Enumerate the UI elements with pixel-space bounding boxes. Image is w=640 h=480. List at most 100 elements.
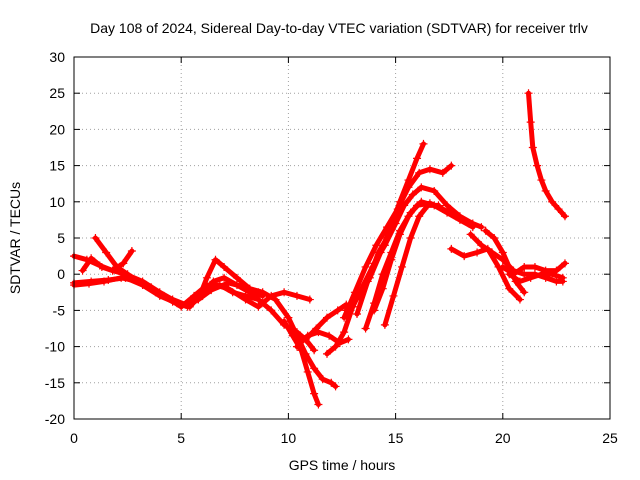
data-point xyxy=(344,335,353,344)
plot-area xyxy=(70,89,569,409)
y-tick-label: 15 xyxy=(49,158,65,174)
data-point xyxy=(363,277,372,286)
series-line xyxy=(80,248,135,274)
data-point xyxy=(391,219,400,228)
data-point xyxy=(127,247,136,256)
data-point xyxy=(211,255,220,264)
data-point xyxy=(520,270,529,279)
data-point xyxy=(438,205,447,214)
data-point xyxy=(280,288,289,297)
series-line xyxy=(483,228,527,295)
x-tick-label: 15 xyxy=(388,430,404,446)
data-point xyxy=(451,212,460,221)
y-tick-label: 25 xyxy=(49,85,65,101)
data-point xyxy=(245,284,254,293)
data-point xyxy=(483,244,492,253)
data-point xyxy=(310,389,319,398)
data-point xyxy=(425,165,434,174)
data-point xyxy=(288,331,297,340)
data-point xyxy=(108,266,117,275)
data-point xyxy=(123,270,132,279)
series-line xyxy=(354,235,390,317)
series-line xyxy=(281,318,321,407)
y-tick-label: -15 xyxy=(45,375,65,391)
data-point xyxy=(548,197,557,206)
data-point xyxy=(102,248,111,257)
data-point xyxy=(505,270,514,279)
data-point xyxy=(530,262,539,271)
y-tick-label: 20 xyxy=(49,121,65,137)
data-point xyxy=(232,281,241,290)
data-point xyxy=(443,201,452,210)
data-point xyxy=(548,270,557,279)
data-point xyxy=(342,306,351,315)
data-point xyxy=(505,284,514,293)
data-point xyxy=(395,197,404,206)
data-point xyxy=(387,255,396,264)
y-tick-label: 5 xyxy=(57,230,65,246)
series-line xyxy=(71,275,313,310)
data-point xyxy=(490,234,499,242)
data-point xyxy=(372,241,381,250)
data-point xyxy=(383,234,392,242)
data-point xyxy=(408,190,417,199)
data-point xyxy=(331,382,340,391)
data-point xyxy=(232,273,241,282)
data-point xyxy=(220,273,229,282)
data-point xyxy=(558,273,567,282)
x-axis-label: GPS time / hours xyxy=(289,457,396,473)
data-point xyxy=(220,262,229,271)
data-point xyxy=(537,270,546,279)
data-point xyxy=(460,252,469,261)
data-point xyxy=(370,306,379,315)
data-point xyxy=(477,223,486,232)
data-point xyxy=(284,313,293,322)
data-point xyxy=(374,248,383,257)
data-point xyxy=(305,295,314,304)
data-point xyxy=(498,248,507,257)
data-point xyxy=(438,168,447,177)
data-point xyxy=(406,234,415,242)
data-point xyxy=(404,212,413,221)
data-point xyxy=(533,161,542,170)
series-track-6 xyxy=(194,255,340,391)
series-line xyxy=(526,90,568,219)
data-point xyxy=(280,317,289,326)
series-track-17 xyxy=(353,234,392,319)
data-point xyxy=(119,259,128,268)
data-point xyxy=(202,273,211,282)
data-point xyxy=(481,226,490,235)
y-tick-label: -10 xyxy=(45,339,65,355)
data-point xyxy=(541,186,550,195)
data-point xyxy=(473,248,482,257)
data-point xyxy=(314,400,323,409)
data-point xyxy=(353,310,362,319)
series-line xyxy=(371,200,471,313)
series-track-7 xyxy=(280,317,323,409)
axes: 0 5 10 15 20 25 -20 -15 -10 -5 0 5 10 15 20 25 30 xyxy=(45,49,618,446)
data-point xyxy=(87,254,96,263)
data-point xyxy=(325,331,334,340)
data-point xyxy=(348,302,357,311)
data-point xyxy=(560,212,569,221)
data-point xyxy=(413,201,422,210)
data-point xyxy=(194,295,203,304)
data-point xyxy=(447,161,456,170)
data-point xyxy=(389,291,398,300)
data-point xyxy=(378,284,387,293)
data-point xyxy=(528,143,537,152)
data-point xyxy=(361,262,370,271)
y-tick-label: 10 xyxy=(49,194,65,210)
x-tick-label: 20 xyxy=(495,430,511,446)
data-point xyxy=(333,306,342,315)
data-point xyxy=(322,349,331,358)
data-point xyxy=(215,281,224,290)
data-point xyxy=(147,283,156,292)
data-point xyxy=(241,291,250,300)
data-point xyxy=(526,273,535,282)
data-point xyxy=(415,168,424,177)
data-point xyxy=(468,223,477,232)
data-point xyxy=(314,328,323,337)
data-point xyxy=(254,302,263,311)
data-point xyxy=(190,291,199,300)
